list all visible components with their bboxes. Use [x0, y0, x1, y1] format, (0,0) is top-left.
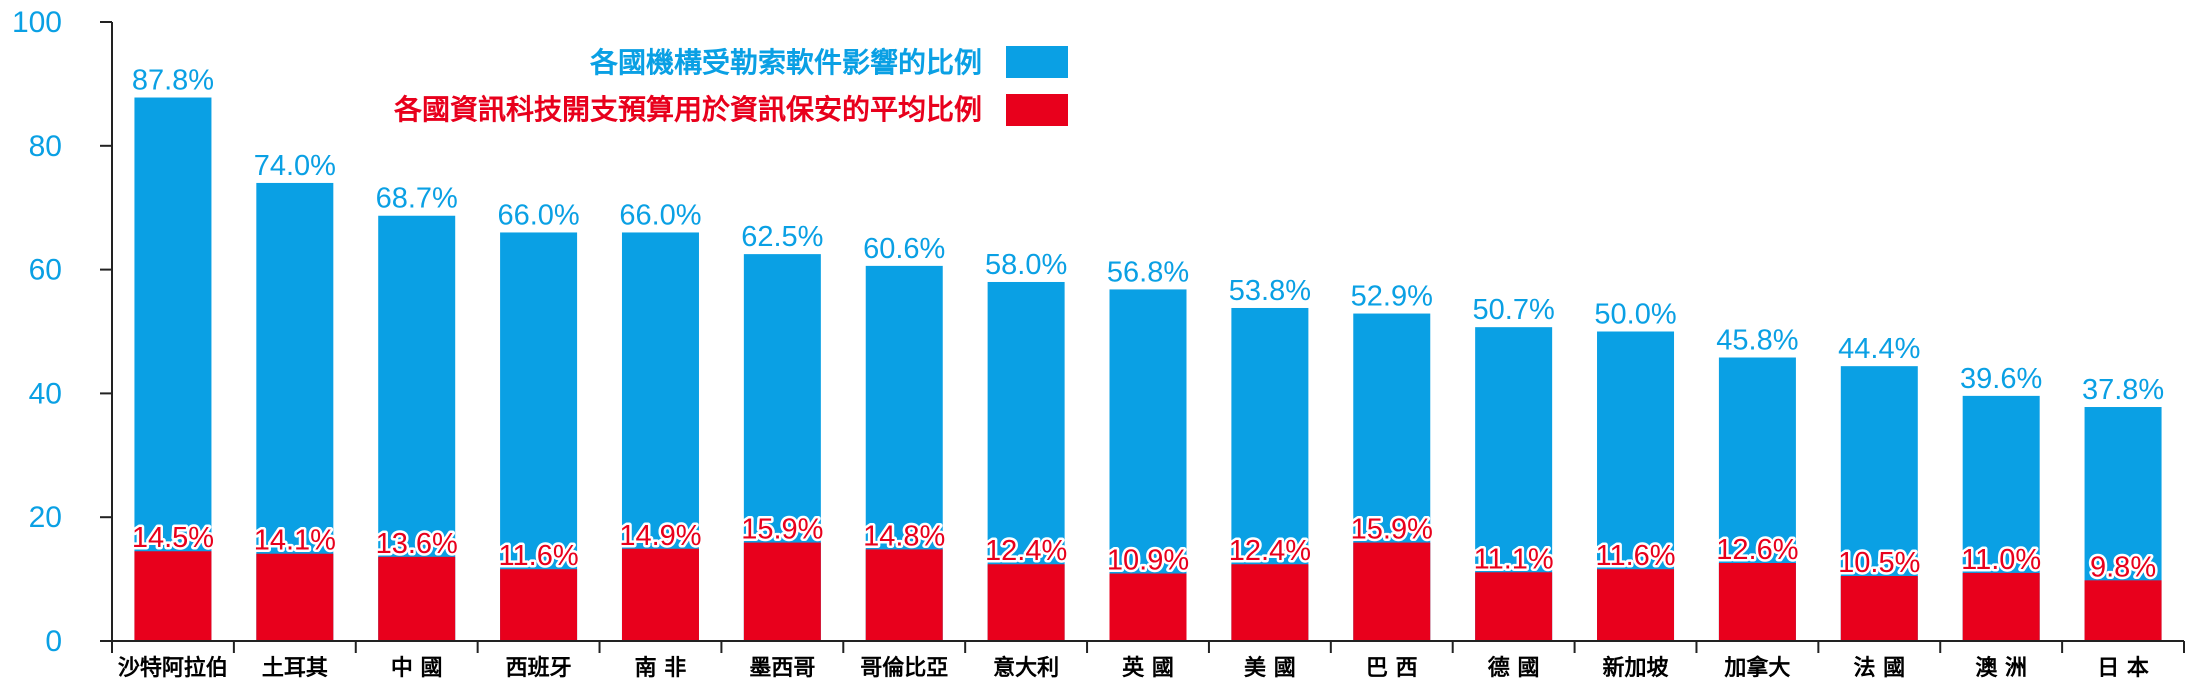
bar-security-budget — [1597, 569, 1675, 641]
value-label-ransomware: 44.4% — [1838, 333, 1920, 365]
value-label-security-budget: 10.9% — [1107, 545, 1189, 577]
x-tick-label: 土耳其 — [262, 656, 328, 681]
bar-security-budget — [256, 553, 334, 641]
ransomware-value-labels: 87.8% 74.0% 68.7% 66.0% 66.0% 62.5% 60.6% 58.0%… — [132, 65, 2164, 407]
value-label-ransomware: 37.8% — [2082, 374, 2164, 406]
y-tick-label: 40 — [29, 377, 62, 410]
x-tick-label: 沙特阿拉伯 — [118, 655, 228, 681]
value-label-security-budget: 11.6% — [499, 540, 579, 572]
legend-swatch-security-budget — [1006, 94, 1068, 126]
value-label-security-budget: 13.6% — [376, 528, 458, 560]
y-tick-label: 80 — [29, 130, 62, 163]
x-axis: 沙特阿拉伯 土耳其 中 國 西班牙 南 非 墨西哥 哥倫比亞 意大利 英 國 美 國 巴 西 德 國 新… — [111, 640, 2185, 681]
y-axis: 0 20 40 60 80 100 — [12, 6, 113, 658]
x-tick-label: 英 國 — [1122, 656, 1174, 681]
bar-security-budget — [134, 551, 212, 641]
value-label-security-budget: 11.0% — [1961, 544, 2041, 576]
bar-security-budget — [1718, 563, 1796, 641]
bar-security-budget — [865, 549, 943, 641]
x-tick-label: 法 國 — [1853, 656, 1905, 681]
value-label-ransomware: 56.8% — [1107, 256, 1189, 288]
bar-security-budget — [1353, 542, 1431, 641]
x-tick-label: 中 國 — [391, 656, 443, 681]
security-budget-value-labels: 14.5% 14.1% 13.6% 11.6% 14.9% 15.9% 14.8% 12.4%… — [129, 511, 2158, 586]
value-label-security-budget: 10.5% — [1838, 547, 1920, 579]
bar-security-budget — [2084, 580, 2162, 641]
value-label-security-budget: 15.9% — [1351, 514, 1433, 546]
value-label-ransomware: 87.8% — [132, 65, 214, 97]
x-tick-label: 墨西哥 — [749, 656, 815, 681]
bar-security-budget — [1840, 576, 1918, 641]
bar-security-budget — [1231, 564, 1309, 641]
x-tick-label: 巴 西 — [1366, 656, 1418, 681]
value-label-ransomware: 60.6% — [863, 233, 945, 265]
value-label-security-budget: 12.4% — [985, 535, 1067, 567]
bar-security-budget — [1475, 572, 1553, 641]
value-label-ransomware: 52.9% — [1351, 281, 1433, 313]
y-tick-label: 20 — [29, 501, 62, 534]
x-tick-label: 新加坡 — [1603, 655, 1669, 681]
value-label-security-budget: 11.6% — [1595, 540, 1675, 572]
x-tick-label: 美 國 — [1244, 655, 1296, 681]
x-tick-label: 日 本 — [2097, 656, 2149, 681]
y-tick-label: 100 — [12, 6, 62, 39]
bar-security-budget — [1962, 572, 2040, 641]
value-label-security-budget: 12.4% — [1229, 535, 1311, 567]
value-label-ransomware: 58.0% — [985, 249, 1067, 281]
value-label-ransomware: 45.8% — [1716, 324, 1798, 356]
value-label-ransomware: 66.0% — [619, 199, 701, 231]
value-label-security-budget: 14.8% — [863, 520, 945, 552]
value-label-security-budget: 9.8% — [2090, 551, 2156, 583]
x-tick-label: 西班牙 — [506, 656, 572, 681]
value-label-security-budget: 14.9% — [619, 520, 701, 552]
x-tick-label: 德 國 — [1488, 655, 1540, 681]
value-label-ransomware: 74.0% — [254, 150, 336, 182]
value-label-security-budget: 11.1% — [1474, 543, 1554, 575]
bar-security-budget — [1109, 573, 1187, 641]
bar-security-budget — [743, 542, 821, 641]
bar-security-budget — [378, 556, 456, 641]
legend-label-security-budget: 各國資訊科技開支預算用於資訊保安的平均比例 — [393, 93, 982, 126]
value-label-security-budget: 14.1% — [254, 525, 336, 557]
value-label-ransomware: 50.0% — [1594, 299, 1676, 331]
value-label-ransomware: 39.6% — [1960, 363, 2042, 395]
value-label-ransomware: 62.5% — [741, 221, 823, 253]
bar-security-budget — [621, 548, 699, 641]
value-label-ransomware: 68.7% — [376, 183, 458, 215]
value-label-ransomware: 66.0% — [497, 199, 579, 231]
x-tick-label: 哥倫比亞 — [860, 655, 948, 681]
x-tick-label: 南 非 — [635, 656, 687, 681]
y-tick-label: 0 — [45, 625, 62, 658]
value-label-ransomware: 53.8% — [1229, 275, 1311, 307]
y-tick-label: 60 — [29, 254, 62, 287]
legend: 各國機構受勒索軟件影響的比例 各國資訊科技開支預算用於資訊保安的平均比例 — [393, 46, 1068, 126]
x-tick-label: 澳 洲 — [1975, 655, 2027, 681]
x-tick-label: 加拿大 — [1723, 655, 1790, 681]
legend-swatch-ransomware — [1006, 46, 1068, 78]
legend-label-ransomware: 各國機構受勒索軟件影響的比例 — [589, 46, 982, 79]
value-label-ransomware: 50.7% — [1473, 294, 1555, 326]
value-label-security-budget: 12.6% — [1716, 534, 1798, 566]
value-label-security-budget: 15.9% — [741, 514, 823, 546]
bar-security-budget — [987, 564, 1065, 641]
value-label-security-budget: 14.5% — [132, 522, 214, 554]
bar-security-budget — [500, 569, 578, 641]
bar-ransomware — [134, 97, 212, 641]
x-tick-label: 意大利 — [993, 655, 1059, 681]
security-budget-bars — [134, 542, 2162, 641]
